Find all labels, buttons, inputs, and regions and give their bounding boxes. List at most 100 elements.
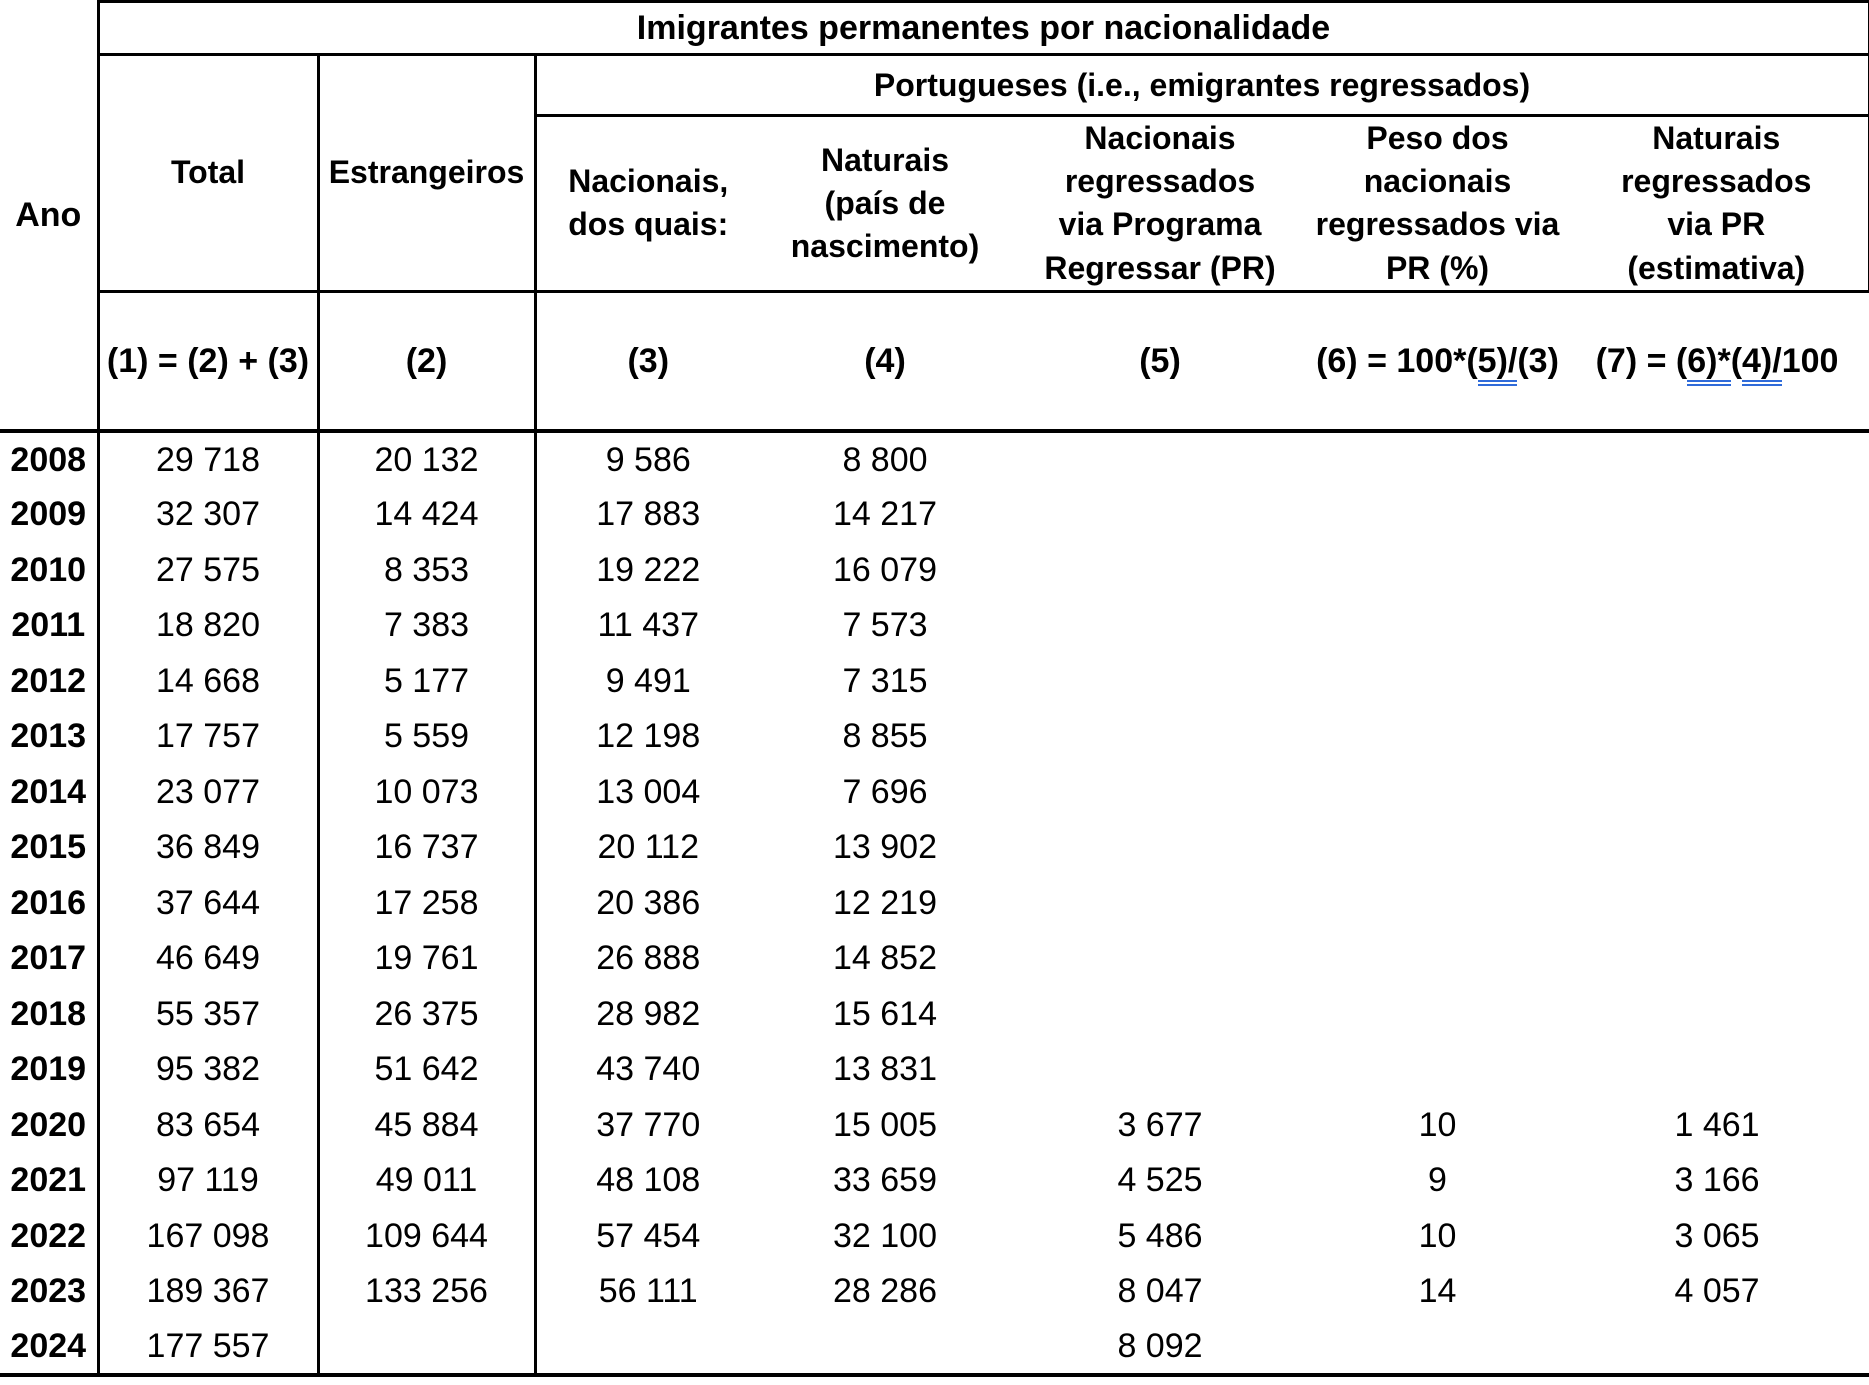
value-cell xyxy=(1310,709,1565,765)
value-cell: 26 888 xyxy=(596,939,701,977)
value-cell xyxy=(1310,487,1565,543)
value-cell: 7 383 xyxy=(318,597,537,654)
year-cell: 2011 xyxy=(0,597,100,654)
value-cell: 3 677 xyxy=(1117,1105,1203,1144)
table-row: 2024 177 557 8 092 xyxy=(0,1319,1869,1375)
formula-col2: (2) xyxy=(318,291,537,434)
value-cell: 8 800 xyxy=(842,440,928,479)
value-cell: 1 461 xyxy=(1674,1105,1760,1144)
value-cell xyxy=(535,1319,760,1375)
value-cell: 20 112 xyxy=(597,828,699,866)
value-cell: 19 761 xyxy=(318,930,537,987)
value-cell: 15 614 xyxy=(833,994,937,1033)
value-cell: 189 367 xyxy=(98,1263,320,1320)
value-cell: 19 222 xyxy=(596,550,701,589)
value-cell: 10 073 xyxy=(318,764,537,820)
year-cell: 2021 xyxy=(0,1152,100,1209)
table-row: 2014 23 077 10 073 13 004 7 696 xyxy=(0,764,1869,820)
year-cell: 2020 xyxy=(0,1097,100,1153)
year-cell: 2012 xyxy=(0,653,100,709)
value-cell xyxy=(1310,1042,1565,1098)
year-cell: 2019 xyxy=(0,1041,100,1098)
value-cell: 14 424 xyxy=(318,486,537,543)
value-cell: 27 575 xyxy=(98,542,320,598)
group-header-row: Total Estrangeiros Portugueses (i.e., em… xyxy=(0,54,1869,293)
year-cell: 2017 xyxy=(0,930,100,987)
table-row: 2019 95 382 51 642 43 740 13 831 xyxy=(0,1041,1869,1098)
year-cell: 2014 xyxy=(0,764,100,820)
value-cell: 13 831 xyxy=(833,1050,937,1088)
value-cell xyxy=(1010,875,1310,931)
value-cell xyxy=(1310,764,1565,820)
value-cell: 10 xyxy=(1418,1216,1457,1255)
formula-col6: (6) = 100*(5)/(3) xyxy=(1310,291,1565,434)
table-row: 2009 32 307 14 424 17 883 14 217 xyxy=(0,486,1869,543)
formula-col7-suffix: 100 xyxy=(1781,341,1839,380)
table-title: Imigrantes permanentes por nacionalidade xyxy=(98,0,1869,56)
value-cell xyxy=(1310,542,1565,598)
value-cell xyxy=(1310,653,1565,709)
value-cell: 4 057 xyxy=(1674,1272,1760,1310)
formula-col7-underlined-1: 6)* xyxy=(1687,341,1731,386)
value-cell: 109 644 xyxy=(318,1208,537,1264)
value-cell: 7 696 xyxy=(842,772,928,811)
value-cell: 3 065 xyxy=(1674,1216,1760,1255)
formula-col5: (5) xyxy=(1010,291,1310,434)
value-cell xyxy=(1010,653,1310,709)
formula-col4: (4) xyxy=(760,291,1010,434)
value-cell: 167 098 xyxy=(98,1208,320,1264)
value-cell: 133 256 xyxy=(318,1263,537,1320)
value-cell: 17 757 xyxy=(98,708,320,765)
value-cell: 9 586 xyxy=(605,440,691,479)
table-row: 2021 97 119 49 011 48 108 33 659 4 525 9 3 166 xyxy=(0,1152,1869,1209)
value-cell xyxy=(1310,986,1565,1042)
table-row: 2008 29 718 20 132 9 586 8 800 xyxy=(0,431,1869,487)
year-cell: 2015 xyxy=(0,819,100,876)
value-cell: 49 011 xyxy=(318,1152,537,1209)
value-cell: 12 198 xyxy=(596,717,701,755)
formula-col6-prefix: (6) = 100*( xyxy=(1316,341,1478,380)
value-cell: 45 884 xyxy=(318,1097,537,1153)
value-cell: 9 491 xyxy=(605,661,691,700)
value-cell: 46 649 xyxy=(98,930,320,987)
sub-header-row: Nacionais, dos quais: Naturais (país de … xyxy=(0,115,1869,293)
table-row: 2012 14 668 5 177 9 491 7 315 xyxy=(0,653,1869,709)
year-cell: 2024 xyxy=(0,1319,100,1375)
value-cell xyxy=(1310,820,1565,876)
column-header-total: Total xyxy=(98,54,320,293)
value-cell: 14 xyxy=(1418,1272,1457,1310)
value-cell: 16 079 xyxy=(833,550,937,589)
value-cell xyxy=(1565,764,1869,820)
value-cell xyxy=(1565,986,1869,1042)
formula-col1: (1) = (2) + (3) xyxy=(98,291,320,434)
value-cell: 3 166 xyxy=(1674,1161,1760,1199)
value-cell: 5 486 xyxy=(1117,1216,1203,1255)
value-cell xyxy=(318,1319,537,1375)
formula-col3: (3) xyxy=(535,291,760,434)
formula-col6-underlined: 5)/ xyxy=(1477,341,1518,386)
table-row: 2016 37 644 17 258 20 386 12 219 xyxy=(0,875,1869,931)
formula-col7-mid: ( xyxy=(1730,341,1743,380)
value-cell xyxy=(1010,820,1310,876)
table-row: 2022 167 098 109 644 57 454 32 100 5 486 10 3 0… xyxy=(0,1208,1869,1264)
value-cell: 17 258 xyxy=(318,875,537,931)
value-cell xyxy=(1010,931,1310,987)
value-cell xyxy=(1310,875,1565,931)
value-cell: 32 100 xyxy=(833,1216,937,1255)
table-row: 2018 55 357 26 375 28 982 15 614 xyxy=(0,986,1869,1042)
value-cell: 13 902 xyxy=(833,828,937,866)
value-cell: 13 004 xyxy=(596,772,701,811)
value-cell: 51 642 xyxy=(318,1041,537,1098)
value-cell: 95 382 xyxy=(98,1041,320,1098)
value-cell: 7 573 xyxy=(842,606,928,644)
value-cell xyxy=(1010,764,1310,820)
value-cell xyxy=(1565,487,1869,543)
column-header-ano: Ano xyxy=(0,1,100,434)
value-cell: 16 737 xyxy=(318,819,537,876)
value-cell: 11 437 xyxy=(597,606,699,644)
value-cell xyxy=(1565,653,1869,709)
year-cell: 2018 xyxy=(0,986,100,1042)
value-cell: 83 654 xyxy=(98,1097,320,1153)
value-cell xyxy=(1010,1042,1310,1098)
